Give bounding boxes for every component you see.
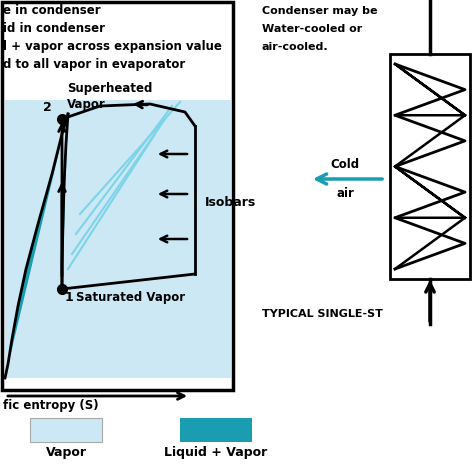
Text: air-cooled.: air-cooled. (262, 42, 328, 52)
Text: d to all vapor in evaporator: d to all vapor in evaporator (3, 58, 185, 71)
Text: Saturated Vapor: Saturated Vapor (76, 291, 185, 304)
Text: e in condenser: e in condenser (3, 4, 100, 17)
Text: Superheated
Vapor: Superheated Vapor (67, 82, 152, 111)
Polygon shape (5, 114, 68, 378)
Bar (390, 54, 470, 279)
Bar (30, 418, 102, 442)
Text: Vapor: Vapor (46, 446, 86, 459)
Text: 2: 2 (43, 101, 52, 114)
Text: TYPICAL SINGLE-ST: TYPICAL SINGLE-ST (262, 309, 383, 319)
Text: id in condenser: id in condenser (3, 22, 105, 35)
Text: l + vapor across expansion value: l + vapor across expansion value (3, 40, 222, 53)
Text: Liquid + Vapor: Liquid + Vapor (164, 446, 268, 459)
Text: Condenser may be: Condenser may be (262, 6, 377, 16)
Text: 1: 1 (65, 291, 74, 304)
Bar (5, 100, 231, 378)
Bar (180, 418, 252, 442)
Text: air: air (336, 187, 354, 200)
Text: Water-cooled or: Water-cooled or (262, 24, 362, 34)
Text: fic entropy (S): fic entropy (S) (3, 399, 99, 412)
Text: Cold: Cold (330, 158, 360, 171)
Text: Isobars: Isobars (205, 195, 256, 209)
Bar (2, 2, 233, 390)
